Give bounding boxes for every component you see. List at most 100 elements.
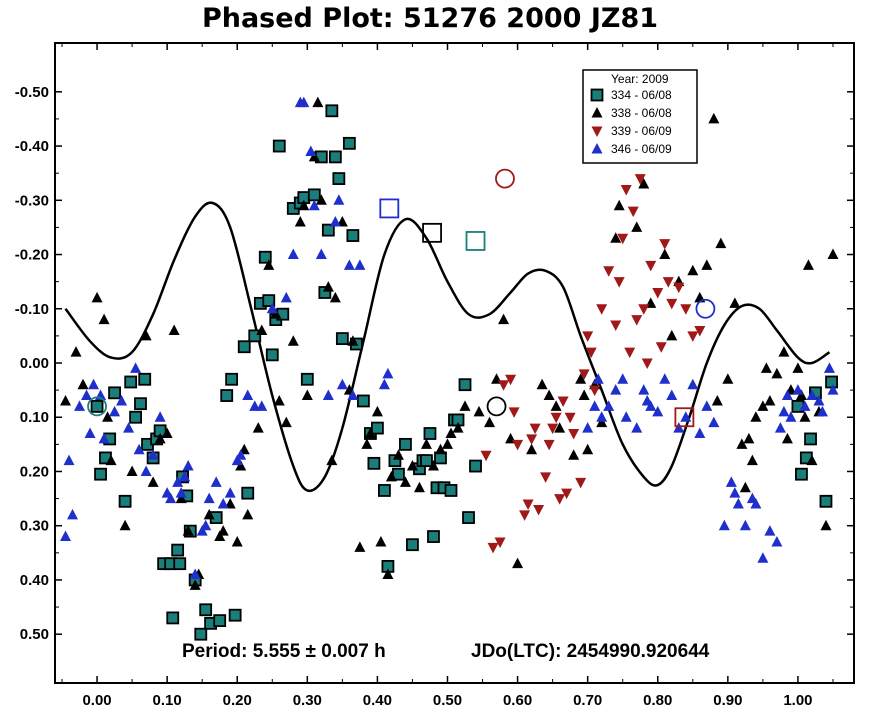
data-point-series-4 [771, 535, 783, 547]
data-point-series-2 [459, 400, 471, 411]
x-axis: 0.00 0.10 0.20 0.30 0.40 0.50 0.60 0.70 0.80 0.90… [61, 43, 834, 709]
data-point-series-4 [729, 487, 741, 498]
data-point-series-4 [347, 389, 359, 401]
data-point-series-2 [575, 373, 587, 384]
data-point-series-3 [498, 380, 510, 391]
data-point-series-4 [582, 422, 594, 433]
data-point-series-4 [592, 373, 604, 384]
data-point-series-3 [564, 412, 576, 424]
data-point-series-3 [480, 450, 492, 462]
legend-marker [591, 107, 603, 118]
data-point-series-4 [813, 394, 825, 406]
data-point-series-4 [694, 427, 706, 439]
data-point-series-1 [335, 332, 349, 345]
data-point-series-1 [265, 348, 279, 362]
data-point-series-4 [165, 492, 177, 504]
data-point-series-1 [166, 611, 180, 625]
x-tick-label: 0.60 [503, 692, 532, 709]
data-point-series-1 [134, 397, 147, 411]
data-point-series-3 [494, 537, 506, 548]
data-point-series-3 [638, 304, 650, 315]
data-point-series-4 [287, 248, 299, 260]
data-point-series-2 [70, 346, 82, 357]
data-point-series-1 [423, 427, 437, 440]
data-point-series-4 [116, 394, 128, 406]
data-point-series-4 [823, 362, 835, 373]
data-point-series-2 [280, 416, 292, 428]
data-point-series-2 [256, 324, 268, 335]
data-point-series-4 [63, 454, 75, 466]
highlight-circle [495, 168, 515, 189]
data-point-series-2 [427, 460, 439, 471]
data-point-series-2 [729, 297, 741, 308]
data-point-series-4 [781, 389, 793, 401]
data-point-series-4 [631, 422, 643, 433]
y-tick-label: -0.10 [15, 301, 49, 318]
data-point-series-1 [300, 372, 314, 386]
data-point-series-4 [336, 378, 348, 390]
data-point-series-1 [819, 494, 833, 508]
data-point-series-2 [701, 259, 713, 270]
legend-entry-label: 338 - 06/08 [611, 106, 672, 120]
data-point-series-1 [325, 104, 339, 118]
data-point-series-2 [708, 112, 720, 124]
data-point-series-3 [543, 439, 555, 451]
data-point-series-1 [171, 543, 185, 557]
data-point-series-2 [312, 96, 324, 108]
data-point-series-4 [179, 470, 191, 482]
data-point-series-2 [347, 335, 359, 346]
data-point-series-1 [213, 614, 227, 628]
data-point-series-3 [519, 510, 531, 521]
data-point-series-2 [315, 194, 327, 205]
data-point-series-4 [785, 411, 797, 422]
data-point-series-3 [568, 429, 580, 440]
data-point-series-3 [631, 315, 643, 326]
y-tick-label: -0.50 [15, 84, 49, 101]
data-point-series-4 [140, 465, 152, 476]
data-point-series-2 [147, 476, 159, 487]
data-point-series-3 [526, 434, 538, 445]
highlight-square [379, 198, 400, 219]
x-tick-label: 0.50 [433, 692, 462, 709]
data-point-series-3 [582, 331, 594, 342]
data-point-series-2 [792, 362, 804, 373]
data-point-series-2 [126, 465, 138, 476]
data-point-series-3 [666, 298, 678, 310]
x-tick-label: 0.00 [82, 692, 111, 709]
x-tick-label: 0.20 [223, 692, 252, 709]
data-point-series-3 [540, 472, 552, 483]
jdo-annotation: JDo(LTC): 2454990.920644 [471, 641, 710, 662]
data-point-series-1 [129, 410, 143, 424]
data-point-series-4 [196, 525, 208, 536]
data-point-series-2 [308, 150, 320, 162]
data-point-series-3 [673, 282, 685, 294]
data-point-series-1 [795, 467, 808, 481]
data-point-series-3 [554, 494, 566, 505]
data-point-series-2 [550, 400, 562, 411]
data-point-series-4 [764, 525, 776, 536]
data-point-series-4 [256, 400, 268, 411]
y-tick-label: 0.10 [20, 409, 49, 426]
data-point-series-2 [760, 362, 772, 373]
chart-title: Phased Plot: 51276 2000 JZ81 [202, 3, 658, 34]
data-point-series-1 [406, 538, 419, 552]
highlight-square [674, 407, 695, 428]
highlight-circle [87, 396, 107, 417]
data-point-series-4 [603, 400, 615, 411]
data-point-series-2 [526, 443, 538, 455]
data-point-series-4 [806, 389, 818, 401]
data-point-series-4 [589, 400, 601, 411]
data-point-series-2 [322, 281, 334, 292]
data-points [60, 96, 839, 641]
data-point-series-2 [420, 438, 432, 449]
data-point-series-1 [262, 294, 276, 308]
data-point-series-4 [617, 373, 629, 384]
data-point-series-2 [827, 248, 839, 260]
data-point-series-4 [333, 194, 345, 205]
x-tick-label: 0.80 [643, 692, 672, 709]
data-point-series-3 [522, 499, 534, 511]
x-tick-label: 0.40 [363, 692, 392, 709]
data-point-series-3 [533, 504, 545, 516]
data-point-series-1 [469, 459, 482, 473]
data-point-series-2 [746, 454, 758, 466]
